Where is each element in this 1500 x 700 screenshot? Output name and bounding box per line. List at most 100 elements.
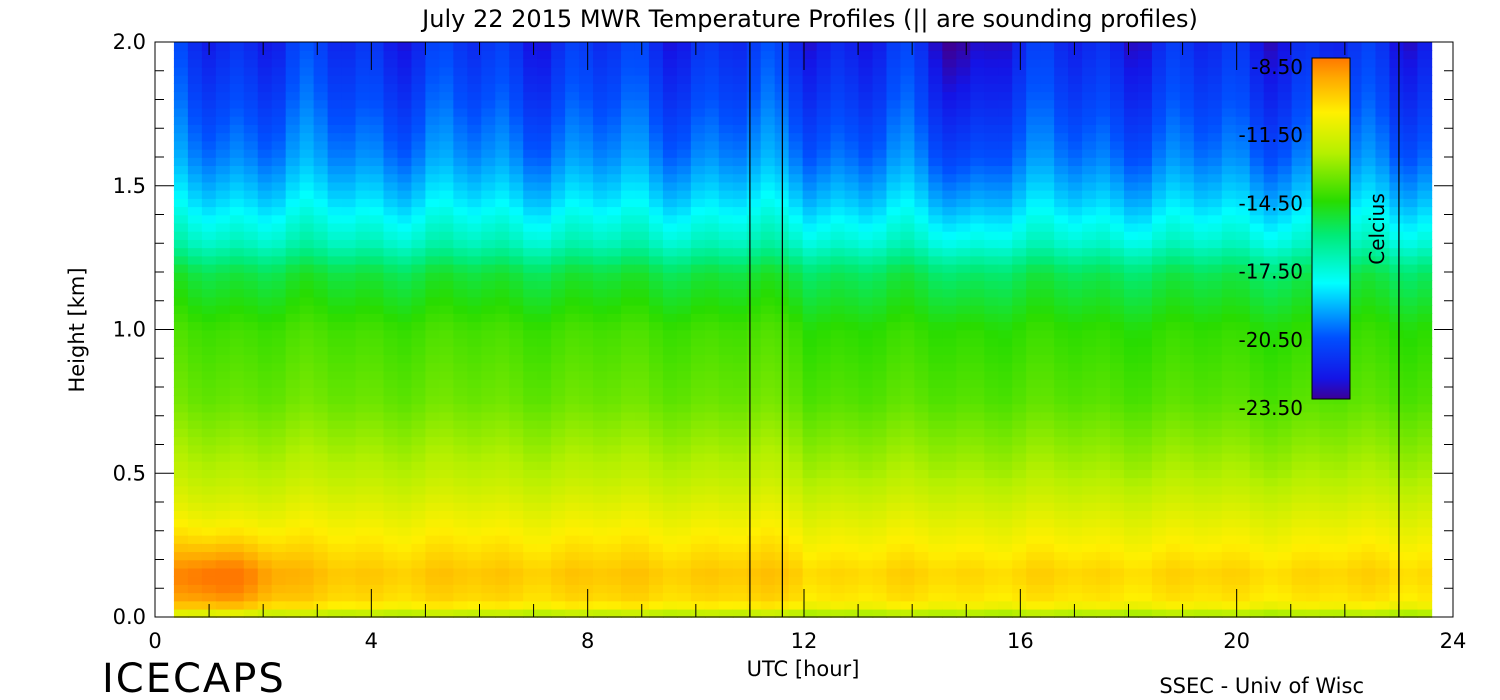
heatmap-cell [914, 600, 930, 610]
heatmap-cell [397, 222, 413, 232]
heatmap-cell [1110, 337, 1125, 347]
heatmap-cell [802, 99, 818, 109]
heatmap-cell [439, 148, 455, 158]
heatmap-cell [285, 436, 301, 446]
heatmap-cell [676, 91, 692, 101]
heatmap-cell [383, 214, 399, 224]
heatmap-cell [229, 428, 245, 438]
heatmap-cell [369, 50, 385, 60]
heatmap-cell [1137, 280, 1153, 290]
heatmap-cell [1068, 132, 1083, 142]
heatmap-cell [872, 157, 888, 167]
heatmap-cell [397, 74, 413, 84]
heatmap-cell [886, 329, 902, 339]
heatmap-cell [607, 419, 622, 429]
heatmap-cell [229, 91, 245, 101]
heatmap-cell [313, 255, 329, 265]
heatmap-cell [243, 329, 259, 339]
heatmap-cell [956, 419, 972, 429]
heatmap-cell [621, 148, 636, 158]
heatmap-cell [956, 510, 972, 520]
heatmap-cell [1110, 115, 1125, 125]
heatmap-cell [662, 140, 678, 150]
heatmap-cell [313, 502, 329, 512]
heatmap-cell [970, 534, 986, 544]
heatmap-cell [732, 551, 748, 561]
heatmap-cell [593, 304, 608, 314]
heatmap-cell [956, 214, 972, 224]
heatmap-cell [271, 132, 287, 142]
heatmap-cell [1110, 181, 1125, 191]
heatmap-cell [341, 115, 357, 125]
heatmap-cell [1110, 230, 1125, 240]
heatmap-cell [1151, 608, 1167, 618]
heatmap-cell [900, 83, 916, 93]
heatmap-cell [1123, 469, 1139, 479]
heatmap-cell [998, 419, 1014, 429]
heatmap-cell [984, 296, 1000, 306]
heatmap-cell [634, 378, 650, 388]
heatmap-cell [886, 263, 902, 273]
heatmap-cell [1082, 518, 1097, 528]
heatmap-cell [844, 239, 860, 249]
heatmap-cell [634, 124, 650, 134]
heatmap-cell [579, 42, 594, 52]
heatmap-cell [327, 189, 343, 199]
heatmap-cell [509, 378, 525, 388]
heatmap-cell [481, 124, 497, 134]
heatmap-cell [732, 403, 748, 413]
heatmap-cell [243, 485, 259, 495]
heatmap-cell [690, 99, 706, 109]
heatmap-cell [1026, 543, 1041, 553]
heatmap-cell [1040, 460, 1055, 470]
heatmap-cell [872, 460, 888, 470]
heatmap-cell [1026, 91, 1041, 101]
heatmap-cell [844, 485, 860, 495]
heatmap-cell [830, 600, 846, 610]
heatmap-cell [621, 107, 636, 117]
heatmap-cell [830, 460, 846, 470]
heatmap-cell [914, 181, 930, 191]
heatmap-cell [746, 321, 762, 331]
heatmap-cell [1026, 428, 1041, 438]
heatmap-cell [634, 411, 650, 421]
heatmap-cell [579, 526, 594, 536]
heatmap-cell [956, 206, 972, 216]
heatmap-cell [676, 313, 692, 323]
heatmap-cell [495, 485, 511, 495]
heatmap-cell [369, 124, 385, 134]
heatmap-cell [970, 502, 986, 512]
heatmap-cell [509, 288, 525, 298]
heatmap-cell [215, 157, 231, 167]
heatmap-cell [551, 502, 566, 512]
heatmap-cell [984, 378, 1000, 388]
heatmap-cell [844, 354, 860, 364]
heatmap-cell [215, 337, 231, 347]
heatmap-cell [369, 518, 385, 528]
heatmap-cell [607, 600, 622, 610]
heatmap-cell [1151, 354, 1167, 364]
heatmap-cell [970, 83, 986, 93]
heatmap-cell [900, 239, 916, 249]
heatmap-cell [802, 502, 818, 512]
heatmap-cell [621, 189, 636, 199]
heatmap-cell [271, 608, 287, 618]
heatmap-cell [467, 551, 483, 561]
heatmap-cell [313, 181, 329, 191]
heatmap-cell [858, 436, 874, 446]
heatmap-cell [481, 354, 497, 364]
heatmap-cell [495, 189, 511, 199]
heatmap-cell [928, 296, 944, 306]
heatmap-cell [690, 263, 706, 273]
heatmap-cell [1054, 313, 1069, 323]
heatmap-cell [690, 50, 706, 60]
heatmap-cell [355, 107, 371, 117]
heatmap-cell [565, 419, 580, 429]
heatmap-cell [173, 206, 189, 216]
heatmap-cell [1137, 214, 1153, 224]
heatmap-cell [1123, 304, 1139, 314]
heatmap-cell [397, 124, 413, 134]
heatmap-cell [257, 452, 273, 462]
heatmap-cell [634, 592, 650, 602]
heatmap-cell [425, 272, 441, 282]
